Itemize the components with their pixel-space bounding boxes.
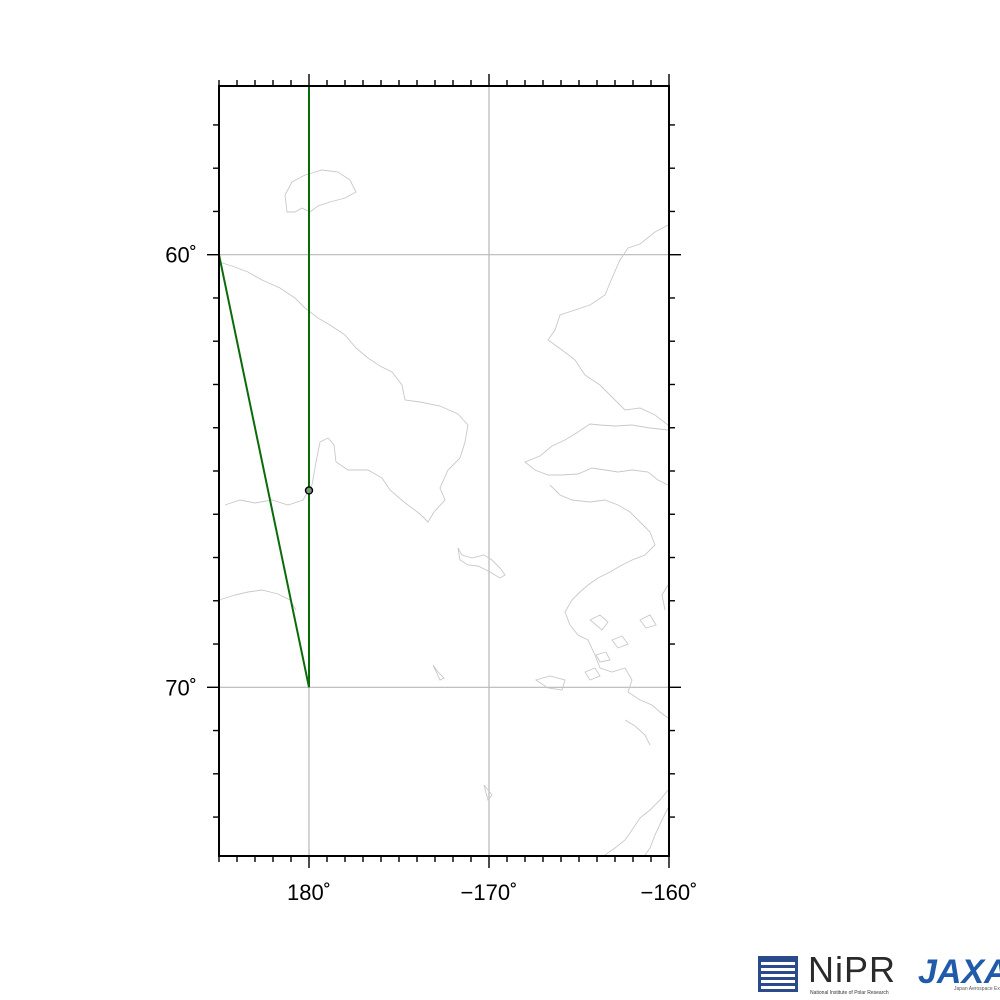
y-tick-label: 70˚ [165, 675, 197, 700]
y-tick-label: 60˚ [165, 243, 197, 268]
nipr-logo-text: NiPR [808, 949, 897, 990]
coastline-seward [524, 423, 669, 486]
coastline-chukotka [218, 261, 469, 523]
x-tick-label: −160˚ [641, 880, 698, 905]
coastline-yukon-delta [564, 591, 669, 719]
coastline-southeast [604, 789, 669, 856]
jaxa-logo-text: JAXA [918, 953, 1000, 991]
coastline-mid-east [624, 719, 651, 746]
coastline-bristol [661, 584, 669, 611]
map-frame [207, 74, 681, 868]
coastline-alaska-north [547, 224, 669, 426]
coastline-delta-islands [584, 614, 657, 681]
logos: NiPR National Institute of Polar Researc… [758, 950, 1000, 998]
nipr-logo-icon [758, 956, 798, 992]
coastline-small-1 [432, 664, 445, 681]
frame-border [218, 85, 670, 857]
track-line [218, 86, 310, 688]
x-tick-label: −170˚ [461, 880, 518, 905]
coastlines [218, 169, 669, 856]
coastline-norton [549, 484, 656, 593]
coastline-small-3 [483, 784, 493, 801]
nipr-logo-subtitle: National Institute of Polar Research [810, 990, 889, 996]
coastline-southeast-2 [644, 807, 669, 856]
flight-track [218, 86, 314, 688]
tick-labels: 180˚ −170˚ −160˚ 70˚ 60˚ [165, 243, 697, 905]
coastline-island [284, 169, 357, 213]
jaxa-logo-subtitle: Japan Aerospace Exploration Agency [954, 986, 1000, 992]
x-tick-label: 180˚ [287, 880, 331, 905]
coastline-st-lawrence [457, 547, 506, 579]
coastline-anadyr [218, 589, 297, 611]
position-marker [304, 486, 314, 495]
coastline-small-2 [534, 675, 566, 691]
graticule [219, 86, 670, 856]
